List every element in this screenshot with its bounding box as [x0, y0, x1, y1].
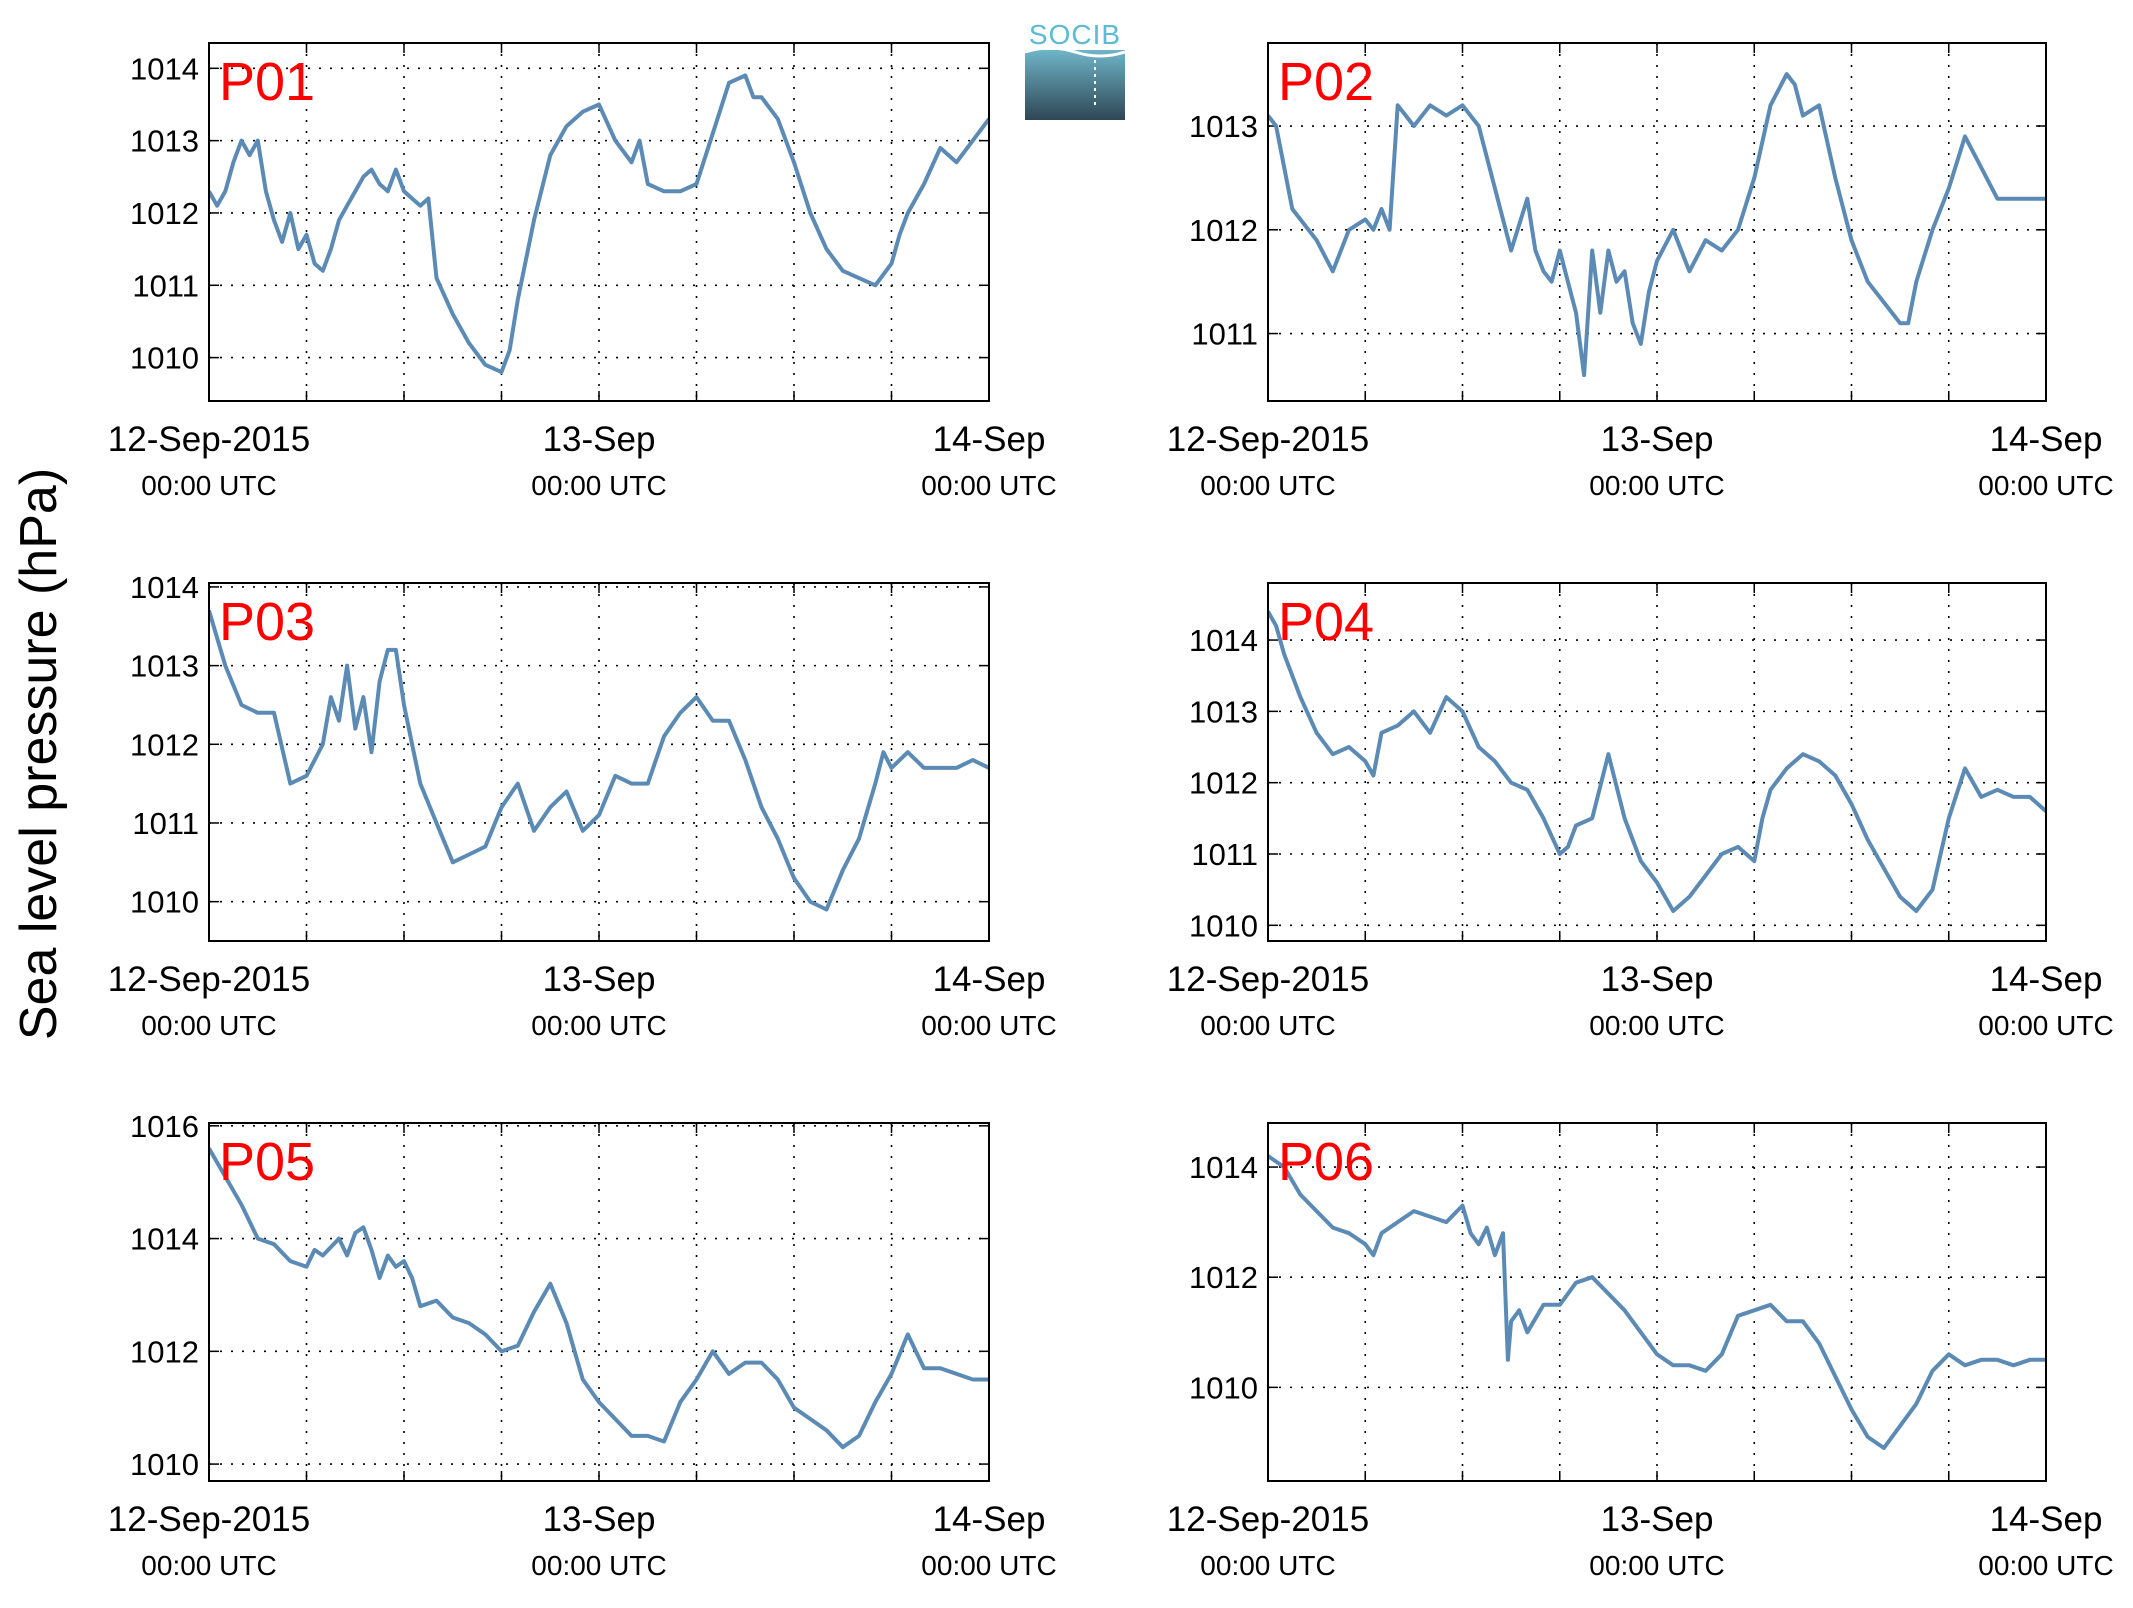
panel-p06: 1010 1012 1014 12-Sep-2015 00:00 UTC 13-Sep 00…	[1167, 1122, 2114, 1581]
y-tick-label: 1012	[1189, 766, 1258, 801]
x-tick-label-time: 00:00 UTC	[531, 1010, 666, 1041]
x-tick-label-time: 00:00 UTC	[141, 1010, 276, 1041]
x-tick-label-time: 00:00 UTC	[1978, 470, 2113, 501]
pressure-series-line	[1268, 610, 2046, 913]
y-tick-label: 1010	[1189, 1370, 1258, 1405]
socib-logo-block	[1025, 50, 1125, 120]
x-tick-label-date: 14-Sep	[1990, 1500, 2103, 1539]
x-tick-label-date: 14-Sep	[1990, 420, 2103, 459]
pressure-series-line	[209, 609, 989, 912]
pressure-series-line	[1268, 1154, 2046, 1450]
y-tick-label: 1013	[1189, 109, 1258, 144]
panel-p02: 1011 1012 1013 12-Sep-2015 00:00 UTC 13-Sep 00…	[1167, 42, 2114, 501]
x-tick-label-date: 12-Sep-2015	[1167, 960, 1369, 999]
y-tick-label: 1012	[1189, 213, 1258, 248]
x-tick-label-time: 00:00 UTC	[141, 470, 276, 501]
y-tick-label: 1012	[130, 727, 199, 762]
x-tick-label-time: 00:00 UTC	[1200, 1550, 1335, 1581]
panel-label: P05	[219, 1132, 315, 1192]
panel-p05: 1010 1012 1014 1016 12-Sep-2015 00:00 UTC 13-S…	[108, 1109, 1057, 1581]
panel-label: P01	[219, 52, 315, 112]
axes-frame	[1267, 42, 2047, 402]
y-tick-label: 1012	[1189, 1260, 1258, 1295]
y-axis-title: Sea level pressure (hPa)	[10, 468, 68, 1040]
socib-logo-text: SOCIB	[1029, 19, 1121, 50]
x-tick-label-time: 00:00 UTC	[1589, 1010, 1724, 1041]
x-tick-label-time: 00:00 UTC	[921, 1550, 1056, 1581]
pressure-series-line	[209, 1147, 989, 1450]
y-tick-label: 1011	[1191, 317, 1258, 352]
y-tick-label: 1012	[130, 1334, 199, 1369]
y-tick-label: 1014	[1189, 623, 1258, 658]
y-tick-label: 1013	[130, 124, 199, 159]
y-tick-label: 1016	[130, 1109, 199, 1144]
y-tick-label: 1011	[132, 268, 199, 303]
panel-label: P02	[1278, 52, 1374, 112]
y-tick-label: 1011	[132, 806, 199, 841]
x-tick-label-date: 13-Sep	[543, 1500, 656, 1539]
x-tick-label-date: 14-Sep	[933, 960, 1046, 999]
x-tick-label-date: 14-Sep	[933, 1500, 1046, 1539]
x-tick-label-time: 00:00 UTC	[921, 1010, 1056, 1041]
axes-frame	[208, 42, 990, 402]
x-tick-label-time: 00:00 UTC	[531, 1550, 666, 1581]
y-tick-label: 1014	[1189, 1150, 1258, 1185]
axes-frame	[208, 1122, 990, 1482]
panel-label: P03	[219, 592, 315, 652]
x-tick-label-time: 00:00 UTC	[1978, 1550, 2113, 1581]
x-tick-label-time: 00:00 UTC	[921, 470, 1056, 501]
y-tick-label: 1010	[130, 341, 199, 376]
y-tick-label: 1014	[130, 1222, 199, 1257]
socib-logo-wave	[1024, 46, 1126, 58]
x-tick-label-time: 00:00 UTC	[141, 1550, 276, 1581]
axes-frame	[1267, 582, 2047, 942]
x-tick-label-date: 12-Sep-2015	[1167, 420, 1369, 459]
x-tick-label-date: 13-Sep	[1601, 1500, 1714, 1539]
panels: 1010 1011 1012 1013 1014 12-Sep-2015 00:00 UTC…	[108, 42, 2114, 1581]
x-tick-label-time: 00:00 UTC	[1200, 470, 1335, 501]
y-tick-label: 1014	[130, 570, 199, 605]
y-tick-label: 1011	[1191, 837, 1258, 872]
y-tick-label: 1013	[1189, 694, 1258, 729]
y-tick-label: 1013	[130, 649, 199, 684]
x-tick-label-date: 13-Sep	[1601, 960, 1714, 999]
panel-p01: 1010 1011 1012 1013 1014 12-Sep-2015 00:00 UTC…	[108, 42, 1057, 501]
y-tick-label: 1010	[130, 885, 199, 920]
x-tick-label-date: 12-Sep-2015	[1167, 1500, 1369, 1539]
x-tick-label-time: 00:00 UTC	[1589, 470, 1724, 501]
y-tick-label: 1014	[130, 51, 199, 86]
axes-frame	[1267, 1122, 2047, 1482]
x-tick-label-date: 12-Sep-2015	[108, 960, 310, 999]
x-tick-label-date: 12-Sep-2015	[108, 420, 310, 459]
x-tick-label-time: 00:00 UTC	[1200, 1010, 1335, 1041]
panel-label: P04	[1278, 592, 1374, 652]
x-tick-label-date: 12-Sep-2015	[108, 1500, 310, 1539]
pressure-series-line	[209, 73, 989, 375]
x-tick-label-date: 13-Sep	[1601, 420, 1714, 459]
x-tick-label-time: 00:00 UTC	[1978, 1010, 2113, 1041]
x-tick-label-date: 14-Sep	[933, 420, 1046, 459]
panel-label: P06	[1278, 1132, 1374, 1192]
panel-p04: 1010 1011 1012 1013 1014 12-Sep-2015 00:00 UTC…	[1167, 582, 2114, 1041]
x-tick-label-date: 13-Sep	[543, 420, 656, 459]
x-tick-label-time: 00:00 UTC	[531, 470, 666, 501]
axes-frame	[208, 582, 990, 942]
socib-logo: SOCIB	[1024, 19, 1126, 120]
x-tick-label-time: 00:00 UTC	[1589, 1550, 1724, 1581]
panel-p03: 1010 1011 1012 1013 1014 12-Sep-2015 00:00 UTC…	[108, 570, 1057, 1041]
y-tick-label: 1010	[1189, 908, 1258, 943]
pressure-series-line	[1268, 72, 2046, 378]
x-tick-label-date: 13-Sep	[543, 960, 656, 999]
y-tick-label: 1010	[130, 1447, 199, 1482]
x-tick-label-date: 14-Sep	[1990, 960, 2103, 999]
y-tick-label: 1012	[130, 196, 199, 231]
